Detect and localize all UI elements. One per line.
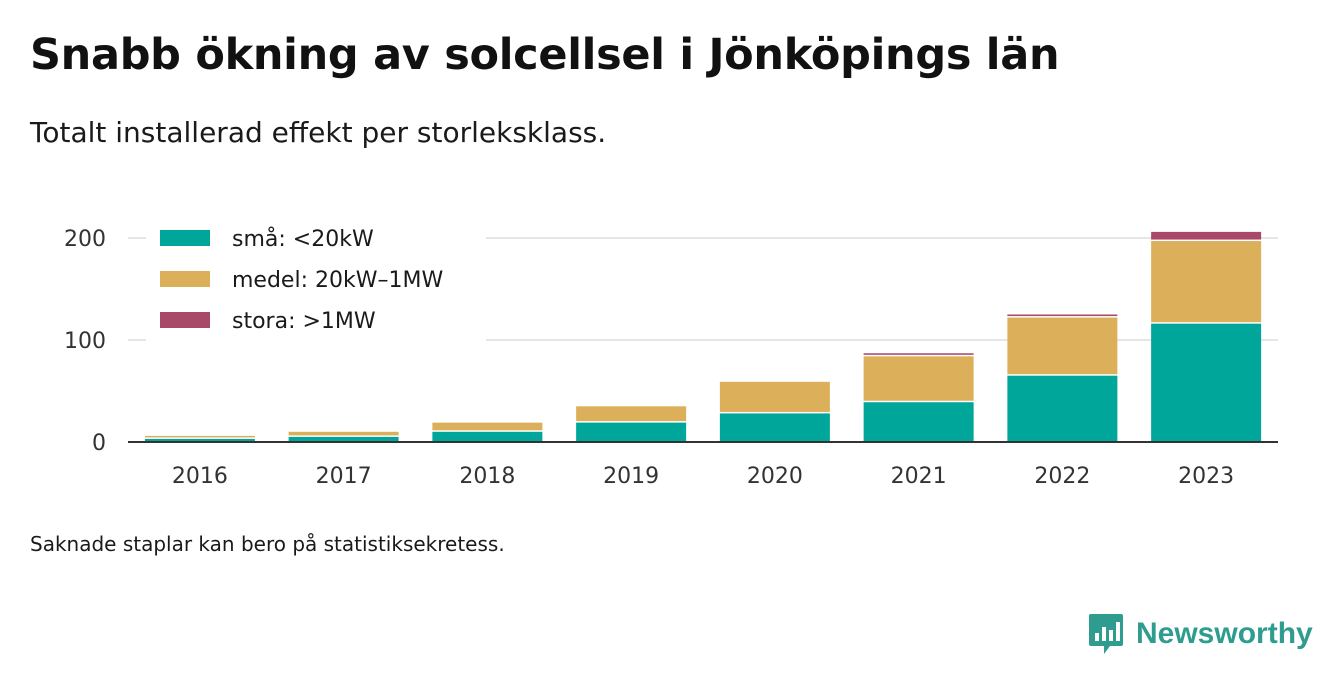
bar-segment [1007,317,1118,375]
footnote: Saknade staplar kan bero på statistiksek… [30,532,505,556]
x-tick-label: 2016 [172,464,228,489]
x-tick-label: 2022 [1034,464,1090,489]
bar-segment [576,422,687,442]
y-tick-label: 100 [64,329,106,354]
chart-title: Snabb ökning av solcellsel i Jönköpings … [30,30,1060,80]
brand-logo[interactable]: Newsworthy [1088,612,1313,656]
bar-segment [1151,241,1262,323]
bar-segment [1007,314,1118,317]
bar-segment [288,431,399,436]
x-tick-label: 2023 [1178,464,1234,489]
bar-segment [288,436,399,442]
legend-swatch [160,230,210,246]
bar-segment [863,402,974,442]
bar-segment [144,435,255,438]
bar-segment [1007,375,1118,442]
bar-segment [144,438,255,442]
bar-segment [432,431,543,442]
x-tick-label: 2021 [891,464,947,489]
brand-name: Newsworthy [1136,617,1313,650]
legend-label: medel: 20kW–1MW [232,268,443,293]
bar-segment [1151,323,1262,442]
y-tick-label: 200 [64,227,106,252]
bar-segment [576,406,687,422]
legend-swatch [160,312,210,328]
chart-subtitle: Totalt installerad effekt per storlekskl… [30,116,607,149]
bar-segment [719,381,830,412]
x-tick-label: 2017 [316,464,372,489]
bar-segment [719,413,830,442]
legend-label: små: <20kW [232,226,374,252]
stacked-bar-chart: 0 100 200 2016 2017 2018 2019 2020 2021 2022 2023 s… [64,226,1278,489]
bar-segment [863,356,974,401]
legend-swatch [160,271,210,287]
legend-label: stora: >1MW [232,309,376,334]
newsworthy-logo-icon [1089,614,1123,654]
bar-segment [863,353,974,355]
y-tick-label: 0 [92,431,106,456]
x-tick-label: 2020 [747,464,803,489]
bar-segment [432,422,543,431]
bar-segment [1151,231,1262,240]
x-tick-label: 2019 [603,464,659,489]
x-tick-label: 2018 [459,464,515,489]
